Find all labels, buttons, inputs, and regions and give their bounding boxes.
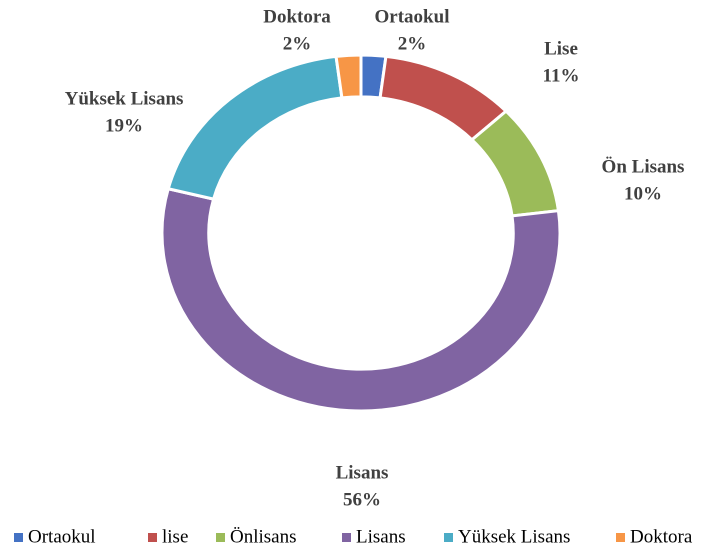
legend-marker — [148, 533, 157, 542]
legend-label: Önlisans — [230, 526, 297, 547]
legend-marker — [342, 533, 351, 542]
data-label-value: 10% — [624, 183, 662, 204]
data-label-name: Doktora — [263, 6, 331, 27]
legend-label: Lisans — [356, 526, 406, 547]
donut-slice — [166, 54, 344, 201]
data-label-value: 2% — [283, 33, 312, 54]
data-label-name: Ortaokul — [375, 6, 450, 27]
legend-marker — [216, 533, 225, 542]
data-label-value: 2% — [398, 33, 427, 54]
donut-slice — [334, 53, 363, 100]
data-label-value: 11% — [543, 65, 580, 86]
data-label-name: Lise — [544, 38, 578, 59]
data-label-name: Yüksek Lisans — [65, 88, 184, 109]
data-label-value: 56% — [343, 489, 381, 510]
legend-label: Ortaokul — [28, 526, 96, 547]
donut-slice — [160, 186, 562, 413]
legend-marker — [616, 533, 625, 542]
data-label-name: Lisans — [336, 462, 389, 483]
legend-marker — [14, 533, 23, 542]
data-label-name: Ön Lisans — [602, 156, 685, 177]
legend-marker — [444, 533, 453, 542]
legend-label: lise — [162, 526, 188, 547]
legend-label: Yüksek Lisans — [458, 526, 570, 547]
legend-label: Doktora — [630, 526, 693, 547]
data-label-value: 19% — [105, 115, 143, 136]
